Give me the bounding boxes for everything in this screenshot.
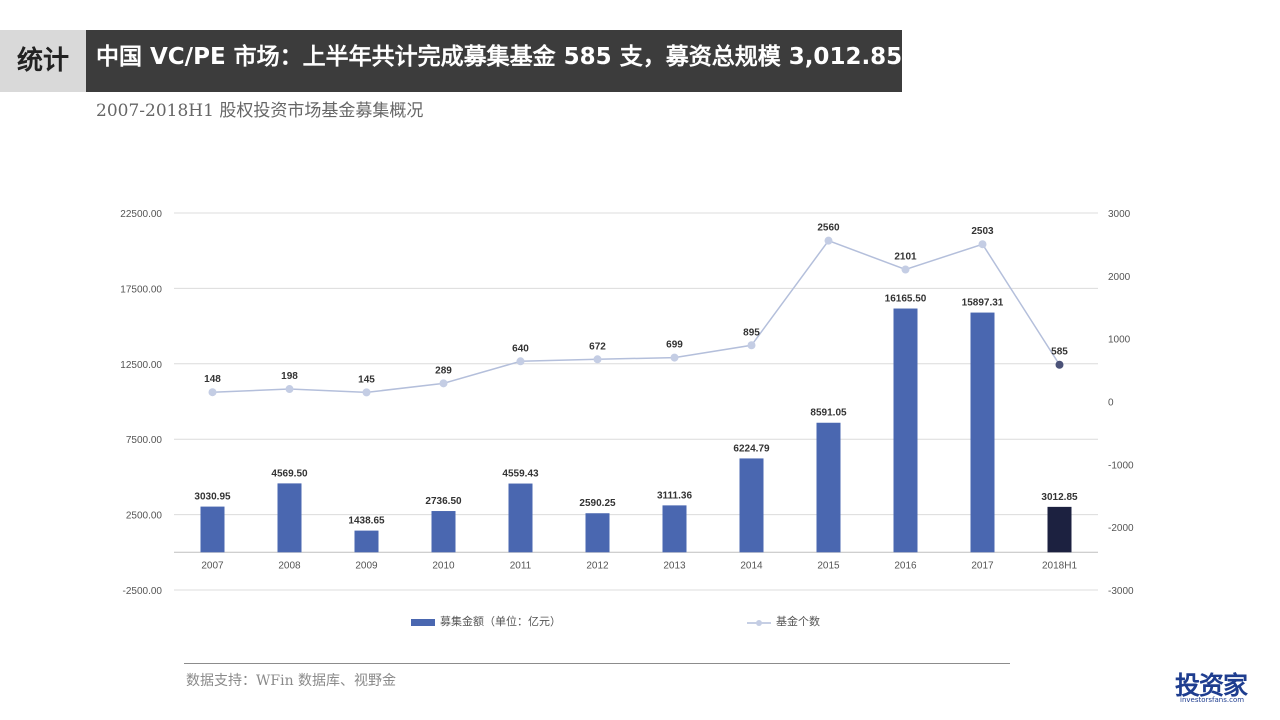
y-left-tick-label: 17500.00 bbox=[120, 284, 162, 295]
bar bbox=[200, 506, 225, 553]
line-marker bbox=[362, 388, 371, 397]
line-marker bbox=[901, 265, 910, 274]
line-data-label: 699 bbox=[666, 340, 683, 351]
line-data-label: 895 bbox=[743, 327, 760, 338]
line-data-label: 145 bbox=[358, 374, 375, 385]
bar-data-label: 4569.50 bbox=[271, 468, 308, 479]
line-marker bbox=[978, 240, 987, 249]
y-left-tick-label: 7500.00 bbox=[126, 435, 163, 446]
y-left-tick-label: -2500.00 bbox=[123, 586, 163, 597]
x-tick-label: 2015 bbox=[817, 560, 840, 571]
y-right-tick-label: -2000 bbox=[1108, 523, 1134, 534]
legend-bar-swatch bbox=[411, 619, 435, 626]
bar-data-label: 3012.85 bbox=[1041, 492, 1078, 503]
line-data-label: 148 bbox=[204, 374, 221, 385]
bar-data-label: 2736.50 bbox=[425, 496, 462, 507]
brand-logo: 投资家 bbox=[1175, 671, 1248, 700]
x-tick-label: 2011 bbox=[510, 560, 532, 571]
chart-subtitle: 2007-2018H1 股权投资市场基金募集概况 bbox=[96, 101, 424, 121]
x-tick-label: 2012 bbox=[586, 560, 609, 571]
y-right-tick-label: 3000 bbox=[1108, 209, 1131, 220]
line-marker bbox=[670, 353, 679, 362]
section-tag: 统计 bbox=[0, 30, 86, 92]
y-right-tick-label: 2000 bbox=[1108, 272, 1131, 283]
line-data-label: 289 bbox=[435, 365, 452, 376]
brand-logo-subtext: investorsfans.com bbox=[1180, 696, 1245, 704]
line-marker bbox=[747, 341, 756, 350]
line-data-label: 2101 bbox=[894, 251, 917, 262]
footer-divider bbox=[184, 663, 1010, 664]
bar bbox=[508, 483, 533, 553]
line-data-label: 640 bbox=[512, 343, 529, 354]
x-tick-label: 2009 bbox=[355, 560, 378, 571]
bar bbox=[354, 530, 379, 553]
x-tick-label: 2008 bbox=[278, 560, 301, 571]
line-marker bbox=[208, 388, 217, 397]
bar-data-label: 4559.43 bbox=[502, 469, 539, 480]
x-tick-label: 2010 bbox=[432, 560, 455, 571]
bar bbox=[816, 422, 841, 553]
legend-bar-label: 募集金额（单位：亿元） bbox=[440, 614, 561, 628]
y-right-tick-label: -3000 bbox=[1108, 586, 1134, 597]
bar-data-label: 1438.65 bbox=[348, 516, 385, 527]
line-data-label: 2560 bbox=[817, 223, 840, 234]
line-data-label: 198 bbox=[281, 371, 298, 382]
bar-data-label: 3030.95 bbox=[194, 492, 231, 503]
line-marker bbox=[824, 236, 833, 245]
line-data-label: 2503 bbox=[971, 226, 994, 237]
series-line bbox=[212, 239, 1061, 394]
line-marker bbox=[516, 357, 525, 366]
line-marker bbox=[285, 385, 294, 394]
x-tick-label: 2018H1 bbox=[1042, 560, 1077, 571]
x-tick-label: 2016 bbox=[894, 560, 917, 571]
bar bbox=[970, 312, 995, 553]
page-title: 中国 VC/PE 市场：上半年共计完成募集基金 585 支，募资总规模 3,01… bbox=[86, 30, 902, 92]
bar-data-label: 15897.31 bbox=[962, 298, 1004, 309]
y-left-tick-label: 2500.00 bbox=[126, 511, 163, 522]
bar bbox=[1047, 506, 1072, 553]
bar bbox=[662, 505, 687, 553]
x-tick-label: 2017 bbox=[971, 560, 994, 571]
bar-data-label: 3111.36 bbox=[657, 490, 692, 501]
bar-data-label: 6224.79 bbox=[733, 443, 770, 454]
legend-line-label: 基金个数 bbox=[776, 614, 820, 628]
legend-line-marker bbox=[756, 620, 762, 626]
line-marker bbox=[593, 355, 602, 364]
bar bbox=[431, 511, 456, 553]
y-right-tick-label: 1000 bbox=[1108, 335, 1131, 346]
line-data-label: 585 bbox=[1051, 347, 1068, 358]
bar-data-label: 16165.50 bbox=[885, 294, 927, 305]
bar-data-label: 2590.25 bbox=[579, 498, 616, 509]
bar bbox=[277, 483, 302, 553]
y-right-tick-label: 0 bbox=[1108, 398, 1114, 409]
y-left-tick-label: 22500.00 bbox=[120, 209, 162, 220]
bar bbox=[739, 458, 764, 553]
x-tick-label: 2013 bbox=[663, 560, 686, 571]
x-tick-label: 2007 bbox=[201, 560, 224, 571]
line-marker bbox=[439, 379, 448, 388]
bar bbox=[585, 513, 610, 553]
x-tick-label: 2014 bbox=[740, 560, 763, 571]
y-right-tick-label: -1000 bbox=[1108, 460, 1134, 471]
data-source: 数据支持：WFin 数据库、视野金 bbox=[186, 673, 397, 689]
bar-data-label: 8591.05 bbox=[810, 408, 847, 419]
line-marker bbox=[1055, 360, 1064, 369]
bar bbox=[893, 308, 918, 553]
y-left-tick-label: 12500.00 bbox=[120, 360, 162, 371]
line-data-label: 672 bbox=[589, 341, 606, 352]
